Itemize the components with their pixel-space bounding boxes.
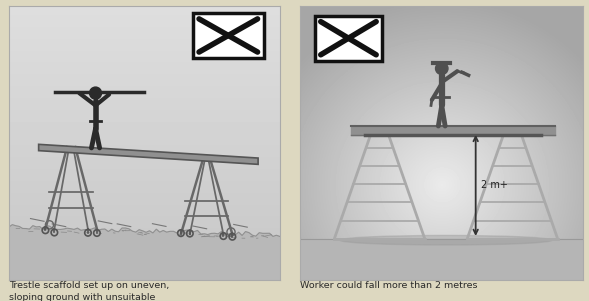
- Polygon shape: [39, 144, 258, 164]
- Bar: [193, 13, 263, 58]
- Circle shape: [90, 87, 101, 99]
- Bar: [315, 16, 382, 61]
- Ellipse shape: [340, 235, 552, 245]
- Text: Trestle scaffold set up on uneven,
sloping ground with unsuitable
soleplates: Trestle scaffold set up on uneven, slopi…: [9, 281, 169, 301]
- Text: Worker could fall more than 2 metres: Worker could fall more than 2 metres: [300, 281, 478, 290]
- Text: 2 m+: 2 m+: [481, 180, 508, 191]
- Circle shape: [435, 62, 448, 74]
